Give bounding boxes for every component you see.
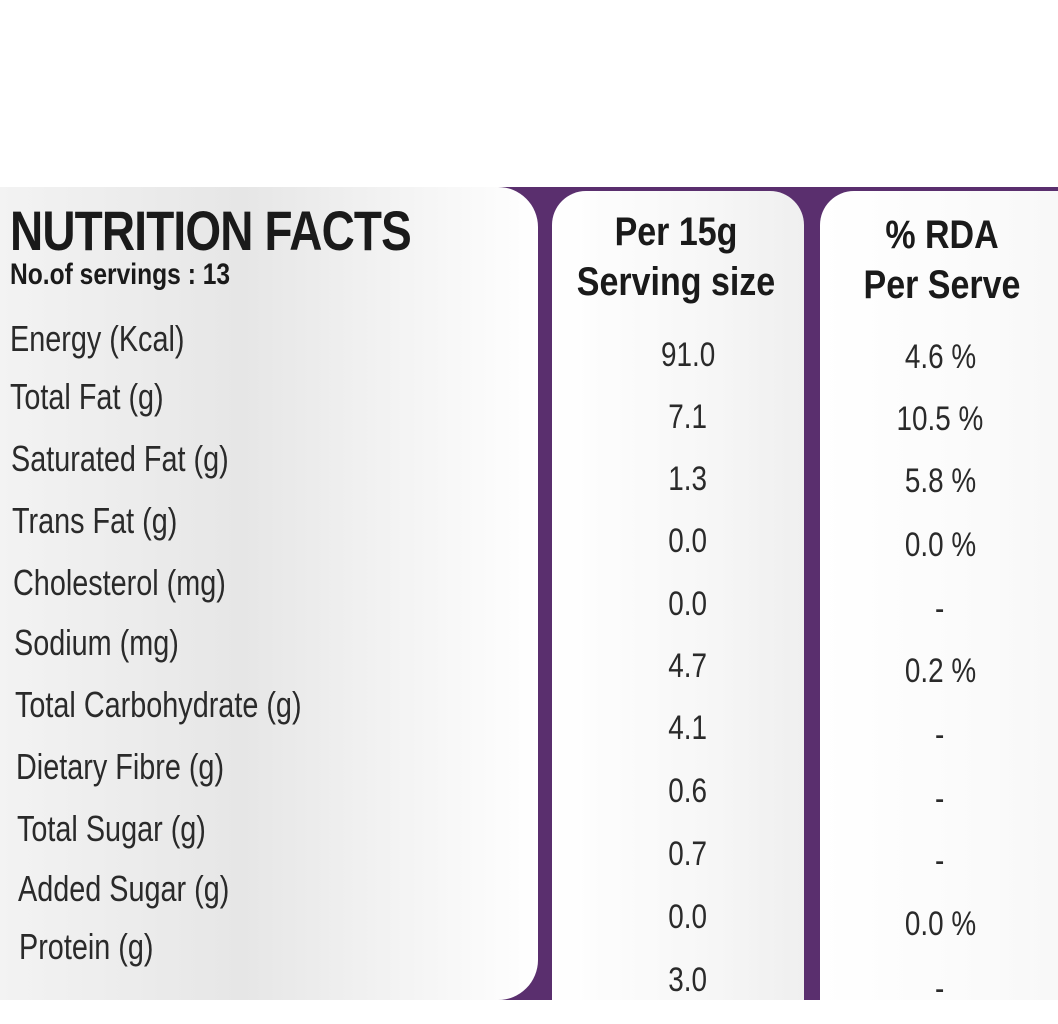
rda-value: 0.2 %	[904, 652, 976, 690]
nutrient-name: Total Sugar (g)	[17, 808, 206, 849]
nutrient-name: Saturated Fat (g)	[11, 438, 229, 479]
serving-column-header: Per 15g Serving size	[556, 207, 796, 307]
rda-column-panel	[820, 191, 1058, 1000]
rda-value: -	[935, 780, 945, 818]
serving-value: 0.7	[668, 835, 708, 873]
rda-value: 0.0 %	[904, 905, 976, 943]
serving-value: 3.0	[668, 961, 708, 999]
serving-value: 0.6	[668, 772, 708, 810]
serving-value: 0.0	[668, 522, 708, 560]
rda-value: -	[935, 716, 945, 754]
serving-header-line-1: Per 15g	[614, 210, 738, 254]
serving-value: 4.1	[668, 709, 708, 747]
rda-column-header: % RDA Per Serve	[822, 210, 1058, 310]
nutrition-label	[0, 187, 1058, 1000]
rda-value: 0.0 %	[904, 526, 976, 564]
rda-value: 4.6 %	[904, 338, 976, 376]
nutrient-name: Total Fat (g)	[10, 376, 164, 417]
serving-value: 91.0	[660, 336, 716, 374]
rda-value: 5.8 %	[904, 462, 976, 500]
serving-value: 1.3	[668, 460, 708, 498]
serving-value: 0.0	[668, 585, 708, 623]
serving-value: 4.7	[668, 647, 708, 685]
nutrient-name: Sodium (mg)	[14, 622, 179, 663]
nutrient-name: Added Sugar (g)	[18, 868, 230, 909]
serving-column-panel	[552, 191, 804, 1000]
serving-value: 0.0	[668, 898, 708, 936]
rda-header-line-2: Per Serve	[863, 263, 1021, 307]
nutrient-name: Cholesterol (mg)	[13, 562, 226, 603]
serving-header-line-2: Serving size	[576, 260, 776, 304]
rda-value: -	[935, 842, 945, 880]
nutrient-name: Dietary Fibre (g)	[16, 746, 225, 787]
serving-value: 7.1	[668, 398, 708, 436]
nutrition-facts-title: NUTRITION FACTS	[10, 199, 412, 262]
rda-value: 10.5 %	[896, 400, 984, 438]
nutrient-name: Energy (Kcal)	[10, 318, 185, 359]
rda-value: -	[935, 590, 945, 628]
nutrient-name: Trans Fat (g)	[12, 500, 178, 541]
rda-header-line-1: % RDA	[885, 213, 999, 257]
nutrient-name: Protein (g)	[19, 926, 154, 967]
nutrient-name: Total Carbohydrate (g)	[15, 684, 302, 725]
nutrient-names-panel	[0, 187, 538, 1000]
servings-count: No.of servings : 13	[10, 258, 231, 291]
rda-value: -	[935, 970, 945, 1008]
